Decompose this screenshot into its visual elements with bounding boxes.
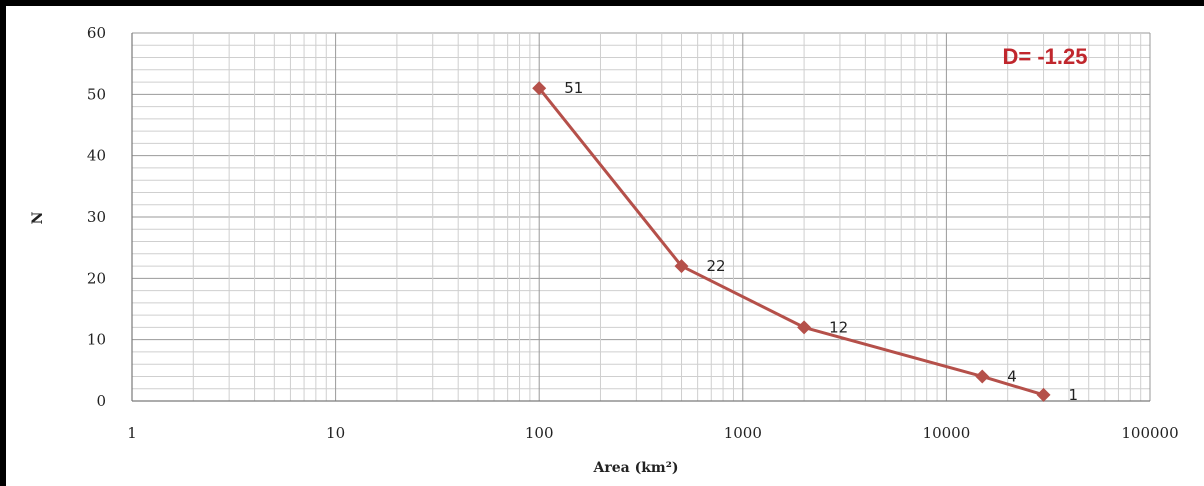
y-axis-label: N bbox=[30, 211, 46, 224]
data-point-marker bbox=[674, 259, 689, 274]
y-tick-label: 20 bbox=[87, 269, 106, 287]
y-tick-label: 40 bbox=[87, 147, 106, 165]
y-tick-label: 50 bbox=[87, 85, 106, 103]
data-point-label: 22 bbox=[707, 257, 726, 275]
data-point-label: 4 bbox=[1007, 367, 1017, 385]
frame-border-left bbox=[0, 0, 6, 486]
y-tick-label: 0 bbox=[96, 392, 106, 410]
data-point-marker bbox=[797, 320, 812, 335]
data-point-label: 51 bbox=[564, 79, 583, 97]
x-tick-label: 100 bbox=[525, 424, 554, 442]
x-tick-labels: 1 10 100 1000 10000 100000 bbox=[127, 424, 1178, 442]
data-point-marker bbox=[1036, 387, 1051, 402]
data-point-label: 1 bbox=[1069, 386, 1079, 404]
y-tick-label: 30 bbox=[87, 208, 106, 226]
data-point-label: 12 bbox=[829, 318, 848, 336]
y-tick-labels: 0 10 20 30 40 50 60 bbox=[87, 24, 106, 410]
data-point-marker bbox=[975, 369, 990, 384]
x-axis-label: Area (km²) bbox=[593, 460, 679, 476]
grid-lines bbox=[131, 32, 1151, 402]
frame-border-top bbox=[0, 0, 1204, 6]
y-tick-label: 10 bbox=[87, 331, 106, 349]
data-point-marker bbox=[532, 81, 547, 96]
axes bbox=[131, 33, 1150, 402]
y-tick-label: 60 bbox=[87, 24, 106, 42]
data-labels: 51 22 12 4 1 bbox=[564, 79, 1078, 404]
x-tick-label: 1000 bbox=[724, 424, 762, 442]
x-tick-label: 10000 bbox=[923, 424, 971, 442]
data-series bbox=[532, 81, 1051, 402]
x-tick-label: 1 bbox=[127, 424, 137, 442]
dimension-annotation: D= -1.25 bbox=[1003, 44, 1088, 69]
x-tick-label: 100000 bbox=[1121, 424, 1178, 442]
x-tick-label: 10 bbox=[326, 424, 345, 442]
